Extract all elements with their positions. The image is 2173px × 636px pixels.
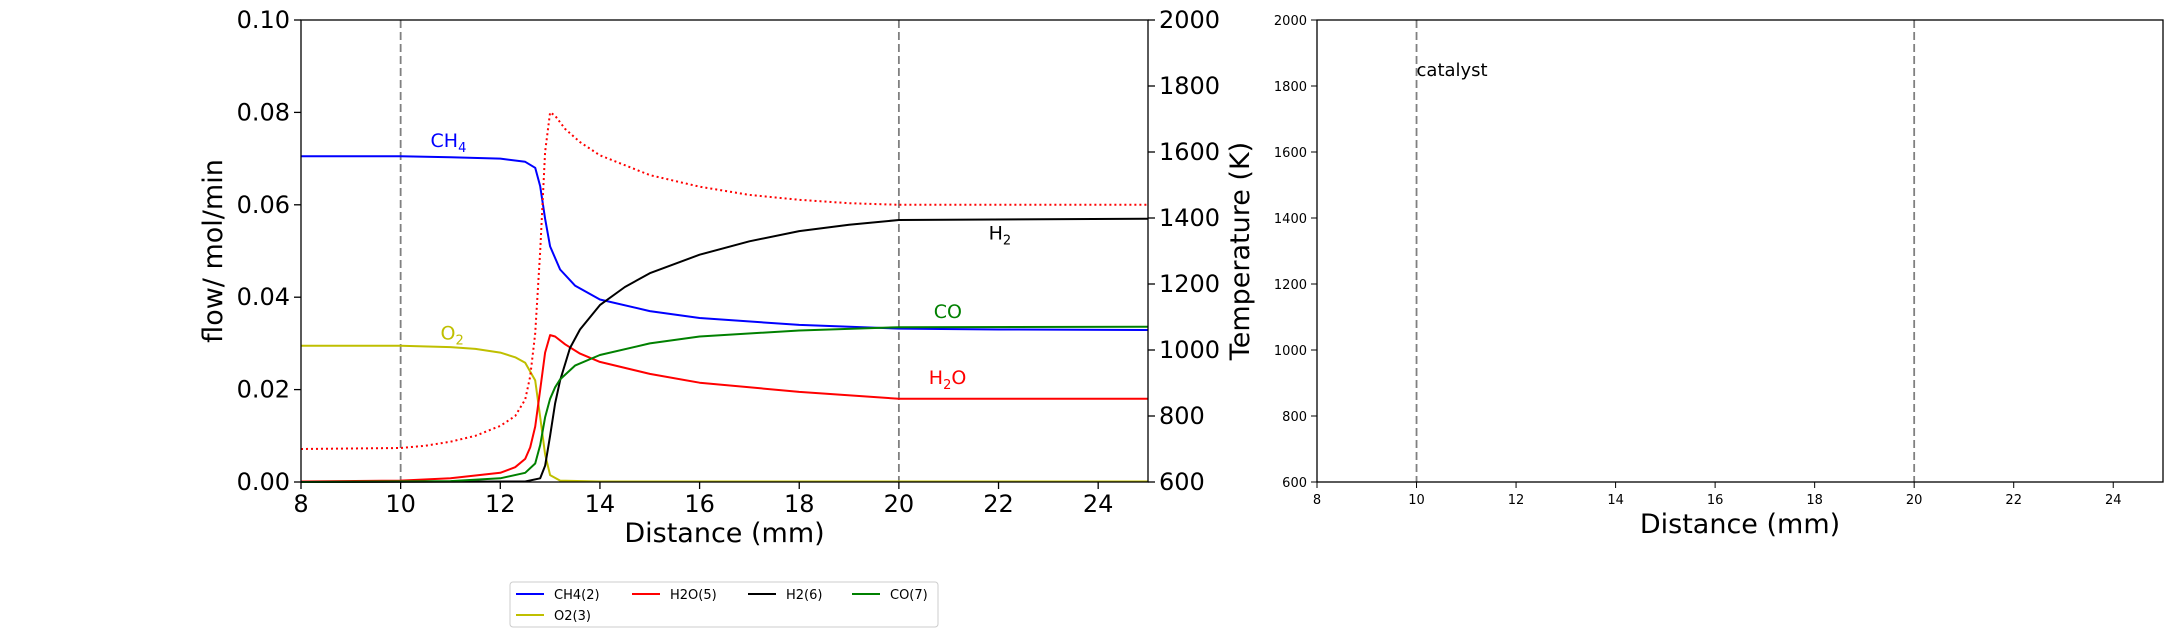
series-h2o-5- xyxy=(300,334,1148,483)
x-tick-label: 18 xyxy=(1806,493,1823,508)
x-tick-label: 18 xyxy=(784,490,815,518)
y-tick-label: 1800 xyxy=(1274,80,1307,95)
y-tick-label: 0.06 xyxy=(237,191,290,219)
y2-tick-label: 1400 xyxy=(1159,204,1220,232)
y-tick-label: 1600 xyxy=(1274,146,1307,161)
x-tick-label: 16 xyxy=(1707,493,1724,508)
y2-axis-label: Temperature (K) xyxy=(1225,142,1256,361)
legend-frame xyxy=(509,581,939,628)
annotation-co: CO xyxy=(934,301,962,323)
series-h2-6- xyxy=(300,217,1149,483)
y-tick-label: 600 xyxy=(1282,476,1307,491)
x-tick-label: 20 xyxy=(1906,493,1923,508)
series-co-7- xyxy=(300,325,1149,483)
y-tick-label: 0.00 xyxy=(237,468,290,496)
x-axis-label: Distance (mm) xyxy=(624,518,824,549)
y-tick-label: 0.02 xyxy=(237,376,290,404)
x-tick-label: 14 xyxy=(1607,493,1624,508)
annotation-h2: H2 xyxy=(989,222,1012,248)
y-tick-label: 1200 xyxy=(1274,278,1307,293)
y-tick-label: 0.04 xyxy=(237,283,290,311)
series-ch4-2- xyxy=(301,155,1149,331)
series-temperature xyxy=(300,111,1148,450)
catalyst-chart: catalyst 8 10 12 14 16 18 20 22 24 600 800 1000 1200 1… xyxy=(1274,14,2164,540)
y-tick-label: 0.08 xyxy=(237,98,290,126)
x-tick-label: 24 xyxy=(1083,490,1114,518)
plot-frame xyxy=(1316,19,2164,483)
x-axis-label: Distance (mm) xyxy=(1640,509,1840,540)
x-tick-label: 10 xyxy=(1408,493,1425,508)
y-tick-label: 800 xyxy=(1282,410,1307,425)
annotation-o2: O2 xyxy=(441,323,464,349)
y2-tick-label: 1800 xyxy=(1159,72,1220,100)
x-tick-label: 12 xyxy=(485,490,516,518)
annotation-ch4: CH4 xyxy=(431,130,467,156)
y2-tick-label: 600 xyxy=(1159,468,1205,496)
species-flow-chart: CH4 O2 H2 CO H2O 8 10 12 14 16 18 20 22 24 0.00 0.02 0.0… xyxy=(198,6,1256,549)
x-tick-label: 16 xyxy=(684,490,715,518)
annotation-catalyst: catalyst xyxy=(1417,60,1488,81)
y2-tick-label: 1600 xyxy=(1159,138,1220,166)
y-tick-label: 1000 xyxy=(1274,344,1307,359)
y2-tick-label: 800 xyxy=(1159,402,1205,430)
legend-label: H2(6) xyxy=(786,588,822,603)
series-o2-3- xyxy=(301,344,1148,483)
y-axis-label: flow/ mol/min xyxy=(198,159,229,343)
chart-legend: CH4(2) H2O(5) H2(6) CO(7) O2(3) xyxy=(509,581,939,628)
x-tick-label: 20 xyxy=(884,490,915,518)
x-tick-label: 8 xyxy=(1313,493,1321,508)
x-tick-label: 24 xyxy=(2105,493,2122,508)
y-tick-label: 2000 xyxy=(1274,14,1307,29)
x-tick-label: 22 xyxy=(983,490,1014,518)
y2-tick-label: 2000 xyxy=(1159,6,1220,34)
y-tick-label: 1400 xyxy=(1274,212,1307,227)
x-tick-label: 8 xyxy=(293,490,308,518)
x-tick-label: 10 xyxy=(385,490,416,518)
legend-label: O2(3) xyxy=(554,609,591,624)
x-tick-label: 14 xyxy=(585,490,616,518)
plot-frame xyxy=(300,19,1149,483)
legend-label: CO(7) xyxy=(890,588,928,603)
legend-label: CH4(2) xyxy=(554,588,600,603)
legend-label: H2O(5) xyxy=(670,588,717,603)
x-tick-label: 12 xyxy=(1508,493,1525,508)
annotation-h2o: H2O xyxy=(929,367,967,393)
y2-tick-label: 1000 xyxy=(1159,336,1220,364)
y-tick-label: 0.10 xyxy=(237,6,290,34)
y2-tick-label: 1200 xyxy=(1159,270,1220,298)
x-tick-label: 22 xyxy=(2005,493,2022,508)
